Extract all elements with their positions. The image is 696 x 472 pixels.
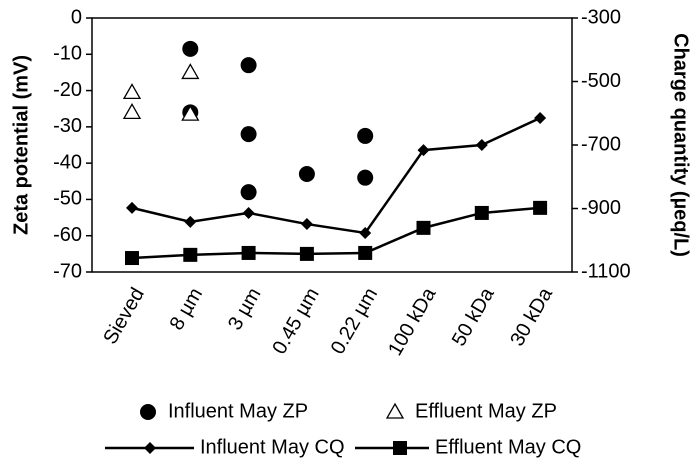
data-point (475, 139, 488, 151)
data-point (534, 112, 547, 125)
data-point (359, 226, 372, 239)
data-point (240, 184, 257, 201)
y-tick-label: 0 (71, 6, 82, 28)
x-tick-label: 100 kDa (384, 283, 441, 359)
data-point (300, 218, 313, 231)
x-tick-label: Sieved (99, 284, 149, 348)
legend-label: Influent May ZP (168, 400, 308, 422)
x-tick-label: 30 kDa (506, 283, 557, 350)
data-point (358, 245, 373, 260)
x-tick-label: 3 µm (224, 284, 265, 334)
x-tick-label: 50 kDa (448, 283, 499, 350)
data-point (474, 205, 489, 220)
data-point (122, 103, 142, 119)
data-point (122, 83, 142, 100)
y-tick-label: -10 (53, 43, 82, 65)
y-axis-label: Zeta potential (mV) (10, 55, 32, 235)
data-point (357, 127, 374, 144)
y-tick-label: -60 (53, 224, 82, 246)
y2-tick-label: -1100 (581, 260, 631, 282)
y-tick-label: -30 (53, 115, 82, 137)
x-tick-label: 0.45 µm (268, 284, 323, 358)
y-tick-label: -20 (53, 79, 82, 101)
data-point (299, 246, 314, 261)
y2-tick-label: -900 (581, 197, 621, 219)
y2-tick-label: -300 (581, 6, 621, 28)
data-point (125, 251, 139, 266)
x-tick-label: 8 µm (166, 284, 207, 334)
y2-tick-label: -700 (581, 133, 621, 155)
y2-axis-label: Charge quantity (µeq/L) (670, 33, 692, 257)
legend-label: Effluent May ZP (415, 400, 557, 422)
legend-marker (393, 441, 407, 455)
x-tick-label: 0.22 µm (327, 284, 382, 358)
data-point (183, 247, 198, 262)
data-point (184, 215, 197, 228)
data-point (240, 126, 257, 143)
data-point (533, 200, 548, 215)
y2-tick-label: -500 (581, 70, 621, 92)
y-tick-label: -50 (53, 188, 82, 210)
series-line (131, 116, 541, 235)
legend-label: Effluent May CQ (435, 436, 581, 458)
data-point (181, 104, 200, 121)
data-point (182, 40, 199, 57)
data-point (357, 169, 374, 186)
data-point (416, 220, 431, 235)
legend-marker (385, 402, 405, 419)
data-point (240, 57, 257, 74)
series-line (131, 206, 541, 260)
data-point (242, 206, 255, 219)
y-tick-label: -40 (53, 151, 82, 173)
y-tick-label: -70 (53, 260, 82, 282)
data-point (298, 166, 315, 183)
legend-marker (144, 442, 156, 454)
data-point (241, 245, 256, 260)
legend-label: Influent May CQ (200, 436, 345, 458)
legend-marker (140, 404, 156, 420)
data-point (181, 63, 200, 80)
data-point (126, 201, 138, 214)
data-point (417, 144, 430, 157)
plot-frame (91, 17, 573, 273)
